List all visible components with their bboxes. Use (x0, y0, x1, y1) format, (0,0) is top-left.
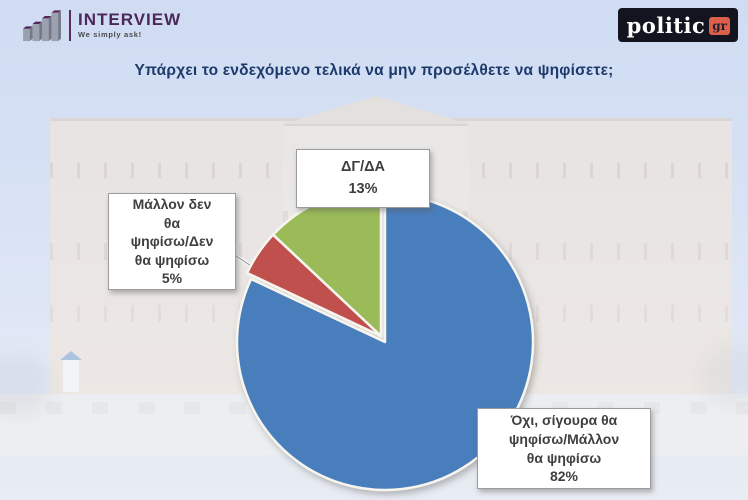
interview-logo-text: INTERVIEW (78, 10, 182, 30)
interview-bars-icon (23, 10, 61, 42)
interview-logo: INTERVIEW We simply ask! (22, 7, 181, 43)
logo-divider (69, 9, 71, 41)
callout-box-dk-na: ΔΓ/ΔΑ 13% (296, 149, 430, 208)
pie-slice-will-vote (235, 192, 535, 492)
interview-tagline: We simply ask! (78, 30, 142, 40)
politic-logo-text: politic (626, 12, 706, 38)
callout-box-no-vote: Μάλλον δεν θα ψηφίσω/Δεν θα ψηφίσω 5% (108, 193, 236, 290)
poll-question-title: Υπάρχει το ενδεχόμενο τελικά να μην προσ… (134, 62, 614, 79)
politic-logo: politic gr (617, 8, 738, 42)
callout-label-dk-na: ΔΓ/ΔΑ 13% (340, 159, 386, 197)
callout-label-will-vote: Όχι, σίγουρα θα ψηφίσω/Μάλλον θα ψηφίσω … (508, 411, 620, 485)
callout-label-no-vote: Μάλλον δεν θα ψηφίσω/Δεν θα ψηφίσω 5% (130, 196, 214, 287)
politic-gr-badge: gr (709, 17, 730, 35)
callout-box-will-vote: Όχι, σίγουρα θα ψηφίσω/Μάλλον θα ψηφίσω … (477, 408, 651, 489)
